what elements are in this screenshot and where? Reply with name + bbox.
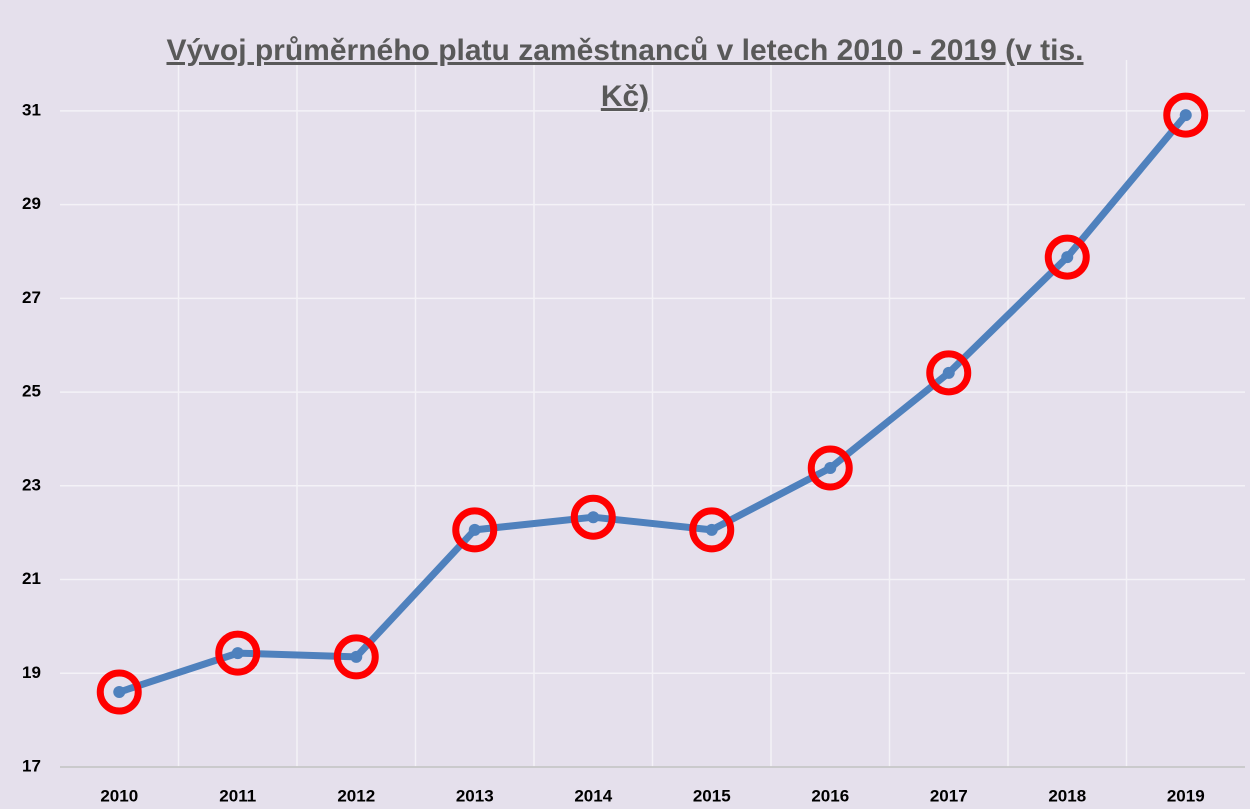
y-tick-label: 25 — [22, 382, 41, 401]
y-tick-label: 29 — [22, 194, 41, 213]
marker-ring — [452, 507, 498, 553]
y-tick-label: 31 — [22, 100, 41, 119]
x-tick-label: 2012 — [337, 786, 375, 805]
line — [115, 111, 1190, 696]
marker-dot — [824, 461, 837, 474]
marker-ring — [570, 494, 616, 540]
y-tick-label: 21 — [22, 569, 41, 588]
y-tick-label: 19 — [22, 663, 41, 682]
marker-dot — [705, 523, 718, 536]
y-tick-label: 23 — [22, 475, 41, 494]
x-tick-label: 2010 — [100, 786, 138, 805]
x-tick-label: 2018 — [1048, 786, 1086, 805]
marker-ring — [333, 634, 379, 680]
marker-dot — [1061, 251, 1074, 264]
x-tick-label: 2017 — [930, 786, 968, 805]
marker-ring — [807, 445, 853, 491]
marker-ring — [1163, 92, 1209, 138]
marker-dot — [231, 647, 244, 660]
y-tick-label: 27 — [22, 288, 41, 307]
marker-ring — [96, 669, 142, 715]
marker-dot — [1179, 109, 1192, 122]
marker-dot — [113, 686, 126, 699]
x-tick-label: 2016 — [811, 786, 849, 805]
x-tick-label: 2013 — [456, 786, 494, 805]
marker-ring — [1044, 234, 1090, 280]
x-tick-label: 2015 — [693, 786, 731, 805]
marker-ring — [215, 630, 261, 676]
x-tick-label: 2014 — [574, 786, 612, 805]
marker-dot — [350, 650, 363, 663]
x-tick-label: 2019 — [1167, 786, 1205, 805]
marker-ring — [926, 350, 972, 396]
chart-title: Vývoj průměrného platu zaměstnanců v let… — [166, 34, 1084, 113]
marker-dot — [587, 511, 600, 524]
y-tick-label: 17 — [22, 756, 41, 775]
marker-dot — [468, 523, 481, 536]
x-tick-label: 2011 — [219, 786, 256, 805]
marker-ring — [689, 507, 735, 553]
marker-dot — [942, 366, 955, 379]
